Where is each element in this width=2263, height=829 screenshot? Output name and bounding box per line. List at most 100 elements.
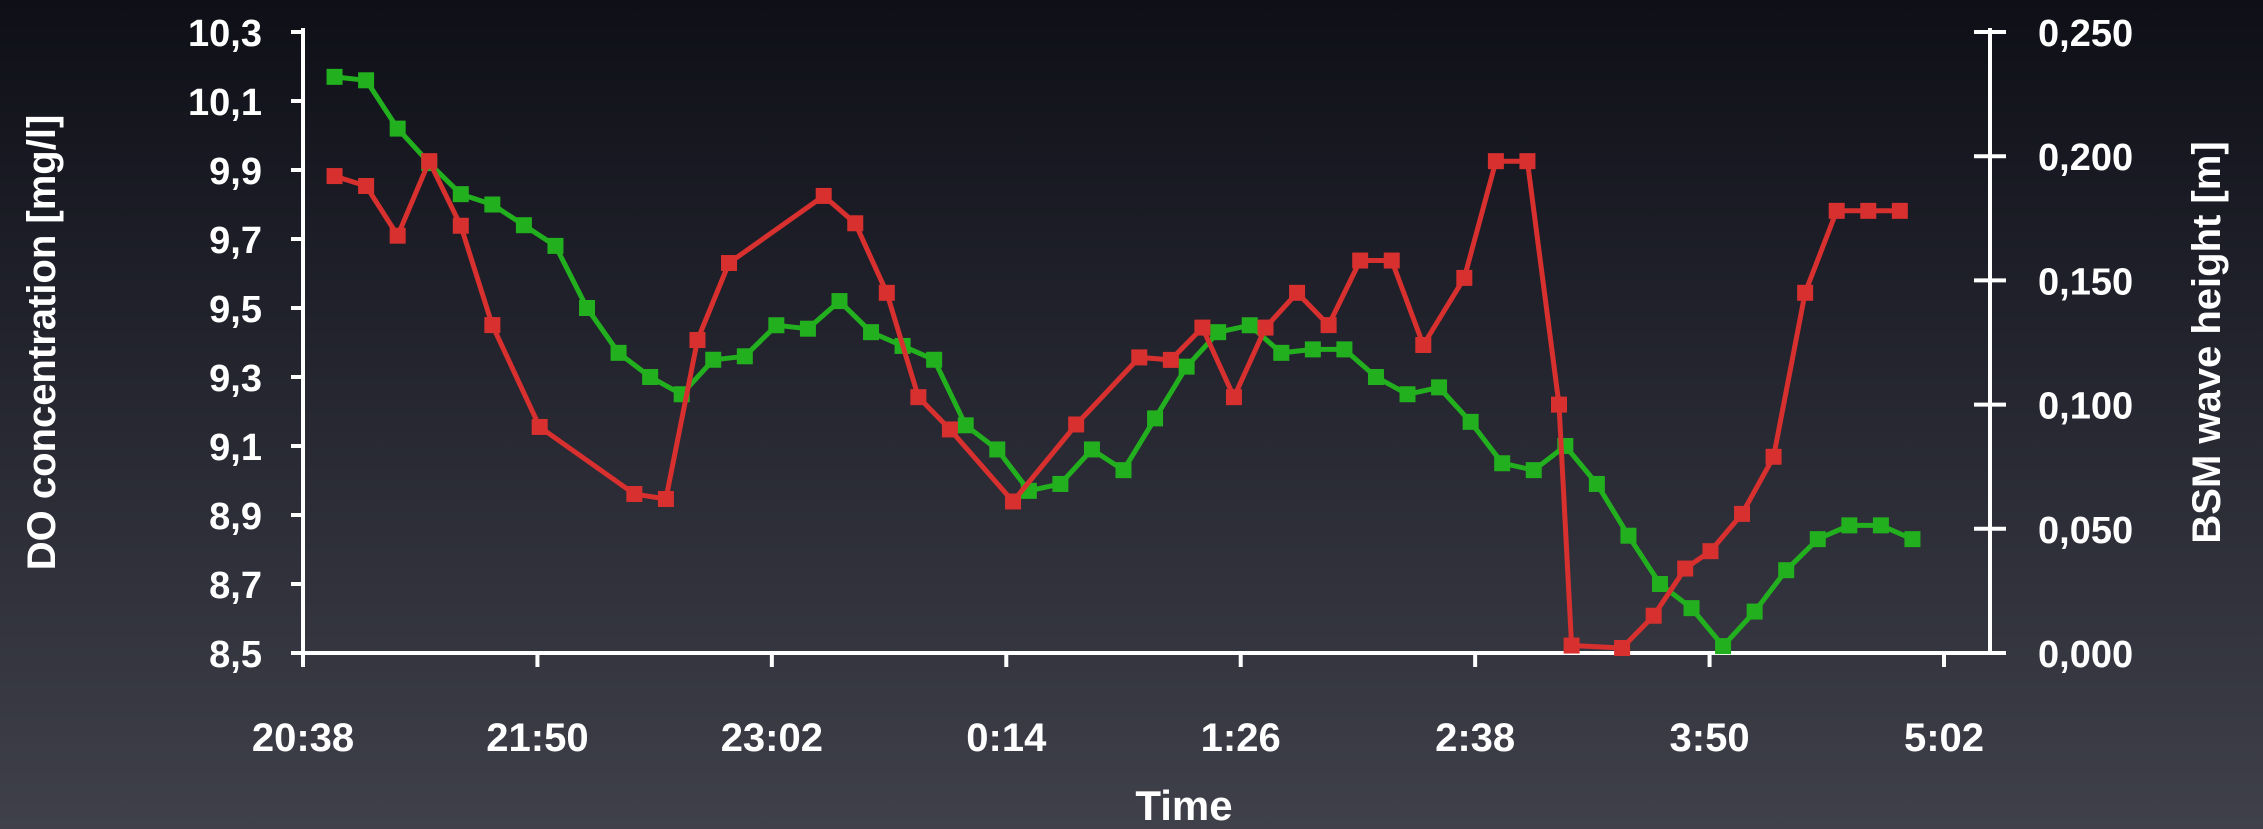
- data-point-marker-series-2: [689, 332, 706, 349]
- data-point-marker-series-1: [1588, 475, 1605, 492]
- x-tick-label: 23:02: [721, 716, 823, 760]
- y-left-tick-label: 8,5: [209, 634, 262, 676]
- data-point-marker-series-1: [1904, 531, 1921, 548]
- data-point-marker-series-2: [721, 255, 738, 272]
- data-point-marker-series-2: [657, 490, 674, 507]
- data-point-marker-series-2: [941, 421, 958, 438]
- y-left-tick-label: 9,3: [209, 358, 262, 400]
- data-point-marker-series-1: [1683, 600, 1700, 617]
- data-point-marker-series-1: [1273, 344, 1290, 361]
- data-point-marker-series-1: [768, 317, 785, 334]
- data-point-marker-series-1: [736, 348, 753, 365]
- y-left-tick-label: 9,5: [209, 289, 262, 331]
- data-point-marker-series-2: [1456, 269, 1473, 286]
- data-point-marker-series-1: [1178, 358, 1195, 375]
- data-point-marker-series-1: [1620, 527, 1637, 544]
- data-point-marker-series-2: [1383, 252, 1400, 269]
- data-point-marker-series-1: [1210, 324, 1227, 341]
- data-point-marker-series-2: [1257, 319, 1274, 336]
- data-point-marker-series-2: [531, 418, 548, 435]
- y-left-axis-title: DO concentration [mg/l]: [20, 115, 64, 571]
- series-line-1: [334, 74, 1914, 649]
- data-point-marker-series-1: [799, 320, 816, 337]
- data-point-marker-series-1: [1115, 462, 1132, 479]
- data-point-marker-series-2: [389, 227, 406, 244]
- data-point-marker-series-2: [1320, 317, 1337, 334]
- y-left-tick-label: 10,1: [188, 82, 262, 124]
- data-point-marker-series-1: [957, 417, 974, 434]
- data-point-marker-series-1: [1872, 517, 1889, 534]
- data-point-marker-series-1: [1336, 341, 1353, 358]
- data-point-marker-series-1: [1746, 603, 1763, 620]
- x-tick-label: 21:50: [486, 716, 588, 760]
- data-point-marker-series-2: [1519, 153, 1536, 170]
- data-point-marker-series-1: [1083, 441, 1100, 458]
- data-point-marker-series-2: [1162, 351, 1179, 368]
- data-point-marker-series-2: [452, 217, 469, 234]
- data-point-marker-series-1: [1462, 413, 1479, 430]
- data-point-marker-series-1: [1241, 317, 1258, 334]
- data-point-marker-series-2: [847, 215, 864, 232]
- data-point-marker-series-2: [1734, 505, 1751, 522]
- data-point-marker-series-1: [1367, 369, 1384, 385]
- data-point-marker-series-2: [626, 486, 643, 503]
- x-tick-label: 5:02: [1904, 716, 1984, 760]
- data-point-marker-series-1: [863, 324, 880, 341]
- data-point-marker-series-2: [326, 168, 343, 185]
- x-axis-title: Time: [1135, 782, 1232, 829]
- y-right-tick-label: 0,100: [2038, 386, 2133, 428]
- data-point-marker-series-1: [1715, 638, 1732, 655]
- data-point-marker-series-2: [1765, 448, 1782, 465]
- y-right-axis-title: BSM wave height [m]: [2185, 141, 2229, 543]
- data-point-marker-series-1: [358, 72, 375, 89]
- y-left-tick-label: 8,7: [209, 565, 262, 607]
- y-left-tick-label: 10,3: [188, 13, 262, 55]
- y-right-tick-label: 0,050: [2038, 510, 2133, 552]
- data-point-marker-series-1: [452, 186, 469, 203]
- data-point-marker-series-2: [1415, 336, 1432, 353]
- data-point-marker-series-1: [1809, 531, 1826, 548]
- data-point-marker-series-2: [1550, 396, 1567, 413]
- data-point-marker-series-1: [642, 369, 659, 385]
- series-line-2: [333, 158, 1900, 651]
- y-left-tick-label: 9,7: [209, 220, 262, 262]
- y-right-tick-label: 0,000: [2038, 634, 2133, 676]
- data-point-marker-series-1: [926, 351, 943, 368]
- data-point-marker-series-1: [1525, 462, 1542, 479]
- y-left-tick-label: 9,9: [209, 151, 262, 193]
- data-point-marker-series-1: [389, 120, 406, 137]
- y-right-tick-label: 0,250: [2038, 13, 2133, 55]
- data-point-marker-series-1: [579, 300, 596, 316]
- x-tick-label: 0:14: [966, 716, 1047, 760]
- data-point-marker-series-2: [1289, 284, 1306, 301]
- y-right-tick-label: 0,200: [2038, 137, 2133, 179]
- data-point-marker-series-2: [1677, 560, 1694, 577]
- data-point-marker-series-1: [1431, 379, 1448, 396]
- data-point-marker-series-2: [815, 187, 832, 204]
- data-point-marker-series-2: [1614, 640, 1631, 657]
- data-point-marker-series-2: [1891, 202, 1908, 219]
- data-point-marker-series-1: [1494, 455, 1511, 472]
- data-point-marker-series-1: [705, 351, 722, 368]
- data-point-marker-series-2: [1797, 284, 1814, 301]
- y-left-tick-label: 9,1: [209, 427, 262, 469]
- data-point-marker-series-2: [1225, 389, 1242, 406]
- y-right-tick-label: 0,150: [2038, 261, 2133, 303]
- x-tick-label: 3:50: [1670, 716, 1750, 760]
- data-point-marker-series-1: [515, 217, 532, 234]
- data-point-marker-series-1: [1052, 475, 1069, 492]
- data-point-marker-series-2: [1194, 319, 1211, 336]
- data-point-marker-series-2: [1828, 202, 1845, 219]
- data-point-marker-series-2: [421, 153, 438, 170]
- data-point-marker-series-2: [1005, 493, 1022, 510]
- x-tick-label: 1:26: [1201, 716, 1281, 760]
- data-point-marker-series-1: [1651, 576, 1668, 592]
- data-point-marker-series-1: [1841, 517, 1858, 534]
- data-point-marker-series-1: [1778, 562, 1795, 579]
- data-point-marker-series-2: [1068, 416, 1085, 433]
- data-point-marker-series-1: [547, 237, 564, 254]
- data-point-marker-series-2: [1645, 607, 1662, 624]
- data-point-marker-series-2: [910, 389, 927, 406]
- data-point-marker-series-2: [484, 317, 501, 334]
